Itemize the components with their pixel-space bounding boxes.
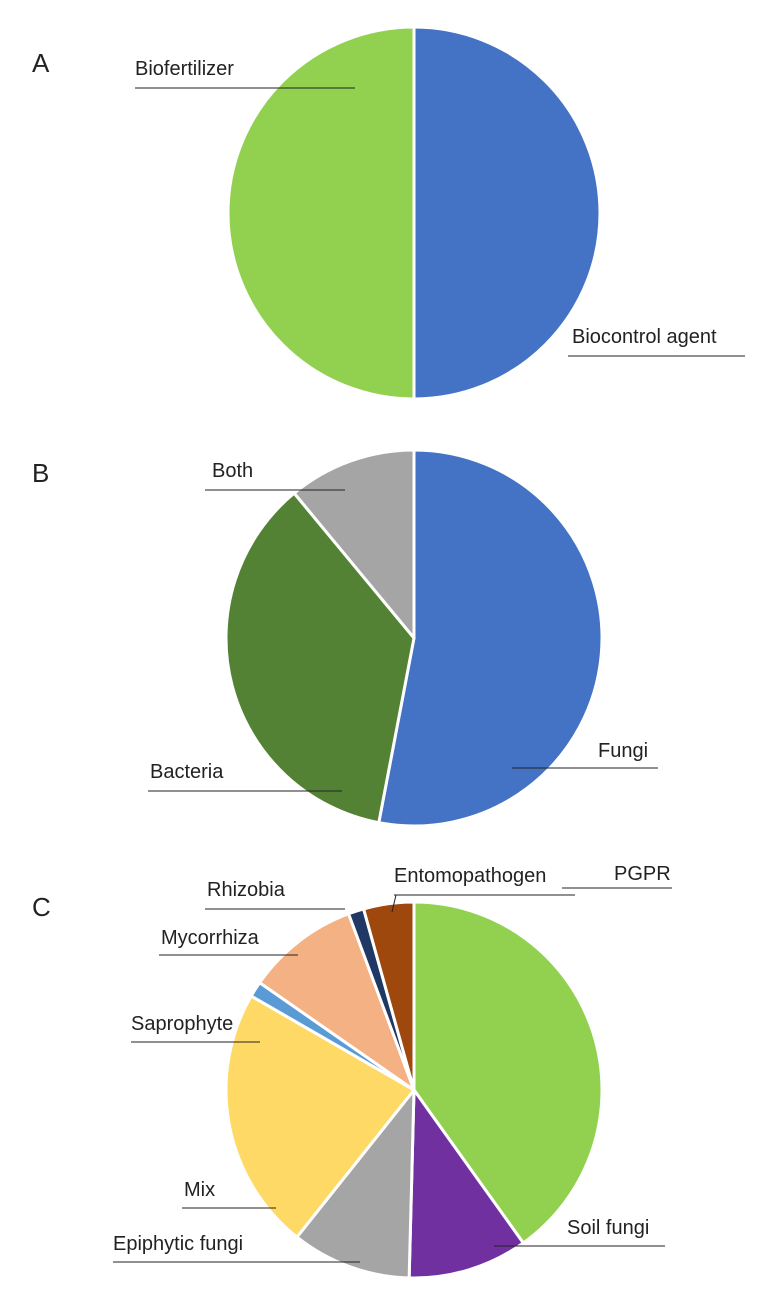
slice-label-entomopathogen: Entomopathogen bbox=[394, 865, 546, 887]
slice-label-pgpr: PGPR bbox=[614, 863, 671, 885]
pie-labels-c: PGPR Soil fungi Epiphytic fungi Mix Saprophy… bbox=[113, 863, 672, 1263]
pie-slice-bacteria bbox=[224, 491, 416, 825]
slice-label-mycorrhiza: Mycorrhiza bbox=[161, 927, 260, 949]
panel-c: C PGPR Soil fungi Epiphytic fungi Mix Saprop… bbox=[32, 863, 672, 1280]
slice-label-fungi: Fungi bbox=[598, 740, 648, 762]
pie-slice-mycorrhiza bbox=[258, 912, 416, 1092]
pie-slice-mix bbox=[224, 994, 416, 1239]
pie-slice-pgpr bbox=[412, 900, 604, 1245]
slice-label-biofertilizer: Biofertilizer bbox=[135, 58, 234, 80]
pie-labels-b: Fungi Bacteria Both bbox=[148, 460, 658, 792]
slice-label-epiphytic-fungi: Epiphytic fungi bbox=[113, 1233, 243, 1255]
slice-label-both: Both bbox=[212, 460, 253, 482]
pie-slices-a bbox=[226, 25, 602, 401]
pie-slice-epiphytic-fungi bbox=[295, 1088, 416, 1280]
pie-slices-b bbox=[224, 448, 604, 828]
slice-label-rhizobia: Rhizobia bbox=[207, 879, 286, 901]
pie-slice-both bbox=[292, 448, 416, 640]
slice-label-mix: Mix bbox=[184, 1179, 215, 1201]
slice-label-bacteria: Bacteria bbox=[150, 761, 224, 783]
panel-a: A Biocontrol agent Biofertilizer bbox=[32, 25, 745, 401]
pie-slice-biofertilizer bbox=[226, 25, 416, 401]
panel-letter-a: A bbox=[32, 48, 50, 78]
slice-label-biocontrol-agent: Biocontrol agent bbox=[572, 326, 717, 348]
pie-slice-entomopathogen bbox=[362, 900, 416, 1092]
panel-letter-c: C bbox=[32, 892, 51, 922]
pie-labels-a: Biocontrol agent Biofertilizer bbox=[135, 58, 745, 357]
slice-label-soil-fungi: Soil fungi bbox=[567, 1217, 649, 1239]
pie-slice-fungi bbox=[377, 448, 604, 828]
panel-b: B Fungi Bacteria Both bbox=[32, 448, 658, 828]
pie-slices-c bbox=[224, 900, 604, 1280]
pie-slice-biocontrol-agent bbox=[412, 25, 602, 401]
panel-letter-b: B bbox=[32, 458, 49, 488]
leader-tip-entomopathogen bbox=[391, 894, 397, 913]
slice-label-saprophyte: Saprophyte bbox=[131, 1013, 233, 1035]
